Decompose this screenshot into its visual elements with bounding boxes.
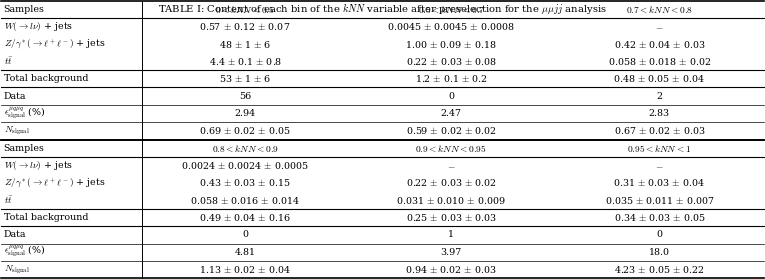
Text: 0.34 $\pm$ 0.03 $\pm$ 0.05: 0.34 $\pm$ 0.03 $\pm$ 0.05 [614,212,705,223]
Text: 18.0: 18.0 [649,248,670,257]
Text: 4.4 $\pm$ 0.1 $\pm$ 0.8: 4.4 $\pm$ 0.1 $\pm$ 0.8 [209,56,282,67]
Text: $0.8 < kNN < 0.9$: $0.8 < kNN < 0.9$ [212,143,278,154]
Text: 2.94: 2.94 [235,109,256,118]
Text: $t\bar{t}$: $t\bar{t}$ [4,56,14,67]
Text: $\epsilon_{\rm signal}^{\mu q\mu q}$ (%): $\epsilon_{\rm signal}^{\mu q\mu q}$ (%) [4,105,45,122]
Text: 2.47: 2.47 [441,109,462,118]
Text: 48 $\pm$ 1 $\pm$ 6: 48 $\pm$ 1 $\pm$ 6 [219,39,272,50]
Text: 0.058 $\pm$ 0.016 $\pm$ 0.014: 0.058 $\pm$ 0.016 $\pm$ 0.014 [190,195,300,206]
Text: 0.035 $\pm$ 0.011 $\pm$ 0.007: 0.035 $\pm$ 0.011 $\pm$ 0.007 [604,195,714,206]
Text: $-$: $-$ [447,161,455,170]
Text: $0 < kNN < 0.5$: $0 < kNN < 0.5$ [215,4,275,15]
Text: $W(\to l\nu)$ + jets: $W(\to l\nu)$ + jets [4,20,73,33]
Text: 0.59 $\pm$ 0.02 $\pm$ 0.02: 0.59 $\pm$ 0.02 $\pm$ 0.02 [405,125,496,136]
Text: 0.22 $\pm$ 0.03 $\pm$ 0.02: 0.22 $\pm$ 0.03 $\pm$ 0.02 [405,177,496,188]
Text: 0.031 $\pm$ 0.010 $\pm$ 0.009: 0.031 $\pm$ 0.010 $\pm$ 0.009 [396,195,506,206]
Text: 0.49 $\pm$ 0.04 $\pm$ 0.16: 0.49 $\pm$ 0.04 $\pm$ 0.16 [199,212,291,223]
Text: $-$: $-$ [655,22,663,31]
Text: 0.22 $\pm$ 0.03 $\pm$ 0.08: 0.22 $\pm$ 0.03 $\pm$ 0.08 [405,56,496,67]
Text: 1: 1 [448,230,454,239]
Text: 0.69 $\pm$ 0.02 $\pm$ 0.05: 0.69 $\pm$ 0.02 $\pm$ 0.05 [200,125,291,136]
Text: 0.42 $\pm$ 0.04 $\pm$ 0.03: 0.42 $\pm$ 0.04 $\pm$ 0.03 [614,39,705,50]
Text: Total background: Total background [4,213,88,222]
Text: 0.0024 $\pm$ 0.0024 $\pm$ 0.0005: 0.0024 $\pm$ 0.0024 $\pm$ 0.0005 [181,160,309,171]
Text: 2.83: 2.83 [649,109,670,118]
Text: $Z/\gamma^*(\to \ell^+\ell^-)$ + jets: $Z/\gamma^*(\to \ell^+\ell^-)$ + jets [4,176,106,190]
Text: 0.43 $\pm$ 0.03 $\pm$ 0.15: 0.43 $\pm$ 0.03 $\pm$ 0.15 [200,177,291,188]
Text: $0.9 < kNN < 0.95$: $0.9 < kNN < 0.95$ [415,143,487,154]
Text: 0.57 $\pm$ 0.12 $\pm$ 0.07: 0.57 $\pm$ 0.12 $\pm$ 0.07 [200,21,291,32]
Text: 4.81: 4.81 [235,248,256,257]
Text: Samples: Samples [4,5,44,14]
Text: 0: 0 [656,230,662,239]
Text: $Z/\gamma^*(\to \ell^+\ell^-)$ + jets: $Z/\gamma^*(\to \ell^+\ell^-)$ + jets [4,37,106,51]
Text: $0.7 < kNN < 0.8$: $0.7 < kNN < 0.8$ [626,4,693,15]
Text: 1.00 $\pm$ 0.09 $\pm$ 0.18: 1.00 $\pm$ 0.09 $\pm$ 0.18 [405,39,497,50]
Text: 4.23 $\pm$ 0.05 $\pm$ 0.22: 4.23 $\pm$ 0.05 $\pm$ 0.22 [614,264,705,275]
Text: 1.13 $\pm$ 0.02 $\pm$ 0.04: 1.13 $\pm$ 0.02 $\pm$ 0.04 [199,264,291,275]
Text: TABLE I: Content of each bin of the $kNN$ variable after preselection for the $\: TABLE I: Content of each bin of the $kNN… [158,1,607,16]
Text: $t\bar{t}$: $t\bar{t}$ [4,194,14,206]
Text: 56: 56 [239,92,251,101]
Text: $N_{\rm signal}$: $N_{\rm signal}$ [4,264,30,276]
Text: 0.31 $\pm$ 0.03 $\pm$ 0.04: 0.31 $\pm$ 0.03 $\pm$ 0.04 [614,177,705,188]
Text: 0: 0 [242,230,248,239]
Text: $0.5 < kNN < 0.7$: $0.5 < kNN < 0.7$ [418,4,485,15]
Text: $0.95 < kNN < 1$: $0.95 < kNN < 1$ [627,143,692,154]
Text: 0.25 $\pm$ 0.03 $\pm$ 0.03: 0.25 $\pm$ 0.03 $\pm$ 0.03 [405,212,496,223]
Text: 0.67 $\pm$ 0.02 $\pm$ 0.03: 0.67 $\pm$ 0.02 $\pm$ 0.03 [614,125,705,136]
Text: Total background: Total background [4,74,88,83]
Text: 0.48 $\pm$ 0.05 $\pm$ 0.04: 0.48 $\pm$ 0.05 $\pm$ 0.04 [614,73,705,84]
Text: $N_{\rm signal}$: $N_{\rm signal}$ [4,125,30,137]
Text: 0: 0 [448,92,454,101]
Text: 3.97: 3.97 [441,248,462,257]
Text: 1.2 $\pm$ 0.1 $\pm$ 0.2: 1.2 $\pm$ 0.1 $\pm$ 0.2 [415,73,487,84]
Text: 2: 2 [656,92,662,101]
Text: Data: Data [4,92,26,101]
Text: Samples: Samples [4,144,44,153]
Text: $\epsilon_{\rm signal}^{\mu q\mu q}$ (%): $\epsilon_{\rm signal}^{\mu q\mu q}$ (%) [4,244,45,260]
Text: 0.94 $\pm$ 0.02 $\pm$ 0.03: 0.94 $\pm$ 0.02 $\pm$ 0.03 [405,264,497,275]
Text: 53 $\pm$ 1 $\pm$ 6: 53 $\pm$ 1 $\pm$ 6 [219,73,272,84]
Text: 0.0045 $\pm$ 0.0045 $\pm$ 0.0008: 0.0045 $\pm$ 0.0045 $\pm$ 0.0008 [387,21,515,32]
Text: Data: Data [4,230,26,239]
Text: $-$: $-$ [655,161,663,170]
Text: 0.058 $\pm$ 0.018 $\pm$ 0.02: 0.058 $\pm$ 0.018 $\pm$ 0.02 [607,56,711,67]
Text: $W(\to l\nu)$ + jets: $W(\to l\nu)$ + jets [4,159,73,172]
